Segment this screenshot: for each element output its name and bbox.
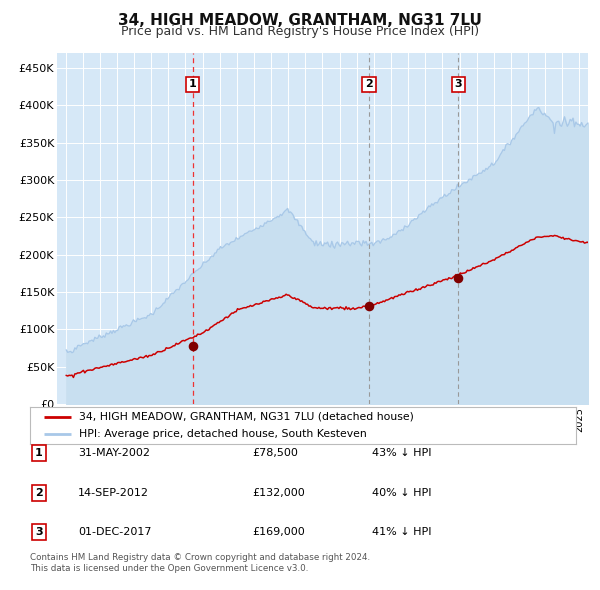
Text: 41% ↓ HPI: 41% ↓ HPI [372, 527, 431, 537]
Text: HPI: Average price, detached house, South Kesteven: HPI: Average price, detached house, Sout… [79, 430, 367, 440]
Text: 01-DEC-2017: 01-DEC-2017 [78, 527, 151, 537]
Point [364, 301, 374, 310]
Text: 34, HIGH MEADOW, GRANTHAM, NG31 7LU (detached house): 34, HIGH MEADOW, GRANTHAM, NG31 7LU (det… [79, 412, 414, 422]
Point [454, 273, 463, 283]
Text: 40% ↓ HPI: 40% ↓ HPI [372, 488, 431, 497]
Point [188, 341, 197, 350]
Text: £132,000: £132,000 [252, 488, 305, 497]
Text: £169,000: £169,000 [252, 527, 305, 537]
Text: 1: 1 [35, 448, 43, 458]
Text: 31-MAY-2002: 31-MAY-2002 [78, 448, 150, 458]
Text: 1: 1 [189, 80, 197, 90]
Text: 14-SEP-2012: 14-SEP-2012 [78, 488, 149, 497]
Text: 3: 3 [35, 527, 43, 537]
Text: 34, HIGH MEADOW, GRANTHAM, NG31 7LU: 34, HIGH MEADOW, GRANTHAM, NG31 7LU [118, 13, 482, 28]
Text: Contains HM Land Registry data © Crown copyright and database right 2024.
This d: Contains HM Land Registry data © Crown c… [30, 553, 370, 573]
Text: Price paid vs. HM Land Registry's House Price Index (HPI): Price paid vs. HM Land Registry's House … [121, 25, 479, 38]
Text: 3: 3 [454, 80, 462, 90]
Text: £78,500: £78,500 [252, 448, 298, 458]
Text: 43% ↓ HPI: 43% ↓ HPI [372, 448, 431, 458]
Text: 2: 2 [365, 80, 373, 90]
Text: 2: 2 [35, 488, 43, 497]
